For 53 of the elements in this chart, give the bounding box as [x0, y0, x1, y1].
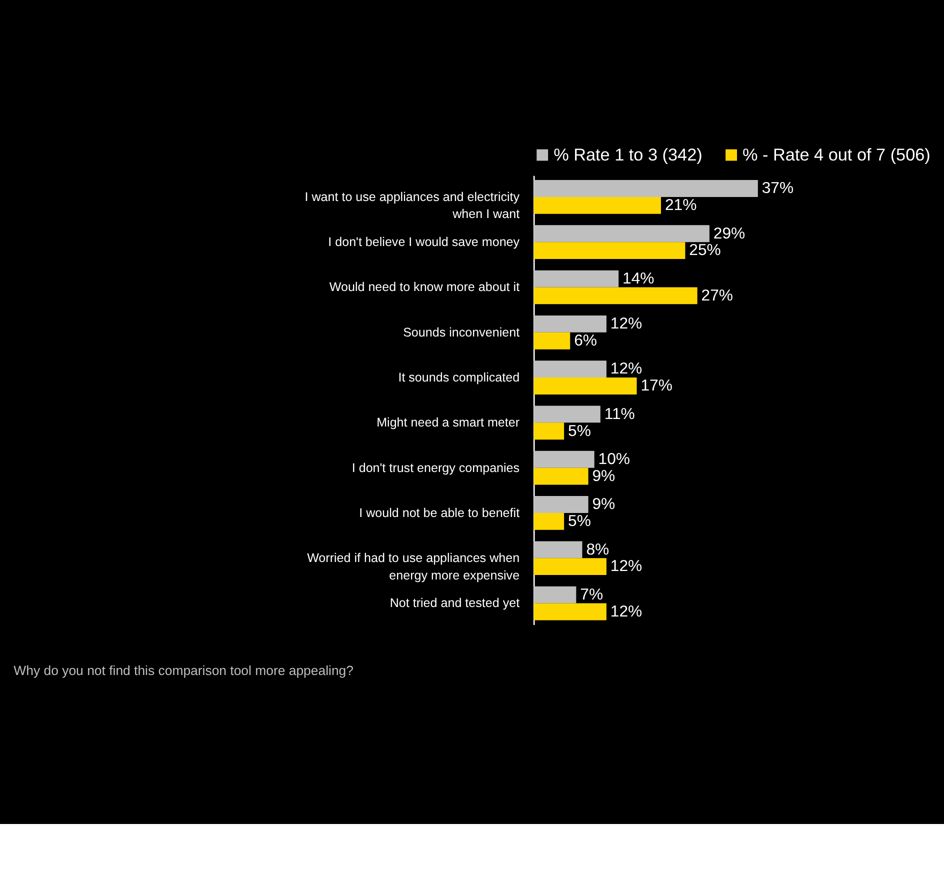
data-label: 7% [580, 586, 604, 604]
legend-label: % Rate 1 to 3 (342) [554, 144, 702, 164]
bar [534, 225, 710, 242]
legend-label: % - Rate 4 out of 7 (506) [742, 144, 930, 164]
data-label: 25% [689, 242, 721, 260]
y-tick-label: It sounds complicated [398, 370, 520, 384]
data-label: 9% [592, 468, 616, 485]
y-tick-label: Might need a smart meter [376, 416, 520, 430]
data-label: 9% [592, 496, 616, 514]
bar [534, 512, 564, 530]
bar [534, 541, 582, 558]
text: Why do you not find this comparison tool more appealing? [14, 662, 354, 678]
bar [534, 180, 758, 197]
data-label: 12% [610, 558, 642, 576]
data-label: 27% [701, 287, 734, 304]
bar [534, 586, 576, 604]
data-label: 12% [610, 316, 642, 333]
bar [534, 558, 606, 576]
data-label: 5% [568, 513, 591, 530]
data-label: 8% [586, 541, 610, 558]
data-label: 29% [713, 225, 746, 242]
y-tick-label: I don't believe I would save money [328, 235, 520, 250]
bar [534, 378, 637, 394]
y-tick-label: Not tried and tested yet [390, 596, 520, 610]
y-tick-label: I don't trust energy companies [352, 460, 520, 475]
bar [534, 406, 600, 423]
data-label: 12% [610, 603, 642, 620]
bar [534, 242, 686, 260]
bar [534, 270, 619, 288]
data-label: 12% [610, 360, 642, 378]
bar [534, 450, 594, 468]
bar [534, 468, 588, 485]
y-tick-label: I want to use appliances and electricity when I want [304, 190, 520, 222]
bar [534, 360, 606, 378]
bar [534, 287, 698, 304]
y-tick-label: Sounds inconvenient [403, 325, 520, 340]
data-label: 10% [598, 450, 630, 468]
data-label: 17% [640, 378, 672, 395]
data-label: 21% [664, 197, 697, 214]
data-label: 6% [574, 332, 597, 350]
bar [534, 315, 606, 332]
bar [534, 603, 606, 620]
y-tick-label: Worried if had to use appliances when energy more expensive [307, 551, 520, 582]
y-tick-label: I would not be able to benefit [359, 506, 520, 520]
data-label: 11% [604, 406, 635, 423]
bar [534, 496, 588, 513]
bar [534, 196, 661, 214]
y-tick-label: Would need to know more about it [329, 280, 520, 294]
data-label: 37% [762, 180, 794, 198]
bar [534, 422, 564, 440]
data-label: 14% [622, 270, 654, 288]
bar [534, 332, 570, 350]
data-label: 5% [568, 422, 591, 440]
